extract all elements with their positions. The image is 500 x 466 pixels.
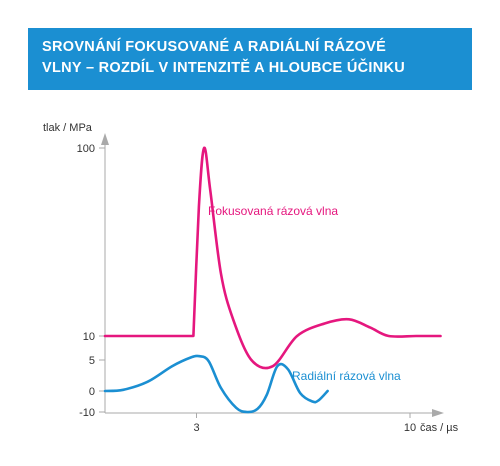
chart-title-line-2: VLNY – ROZDÍL V INTENZITĚ A HLOUBCE ÚČIN… [42,60,406,76]
y-axis-label: tlak / MPa [43,122,93,134]
series-line-radialni [103,354,329,414]
x-axis-arrow [432,409,444,417]
y-tick-label: 100 [77,143,95,155]
x-tick-label: 3 [193,422,199,434]
y-tick-label: -10 [79,407,95,419]
y-tick-label: 5 [89,355,95,367]
chart-title-banner: SROVNÁNÍ FOKUSOVANÉ A RADIÁLNÍ RÁZOVÉ VL… [28,28,472,90]
series-label-radialni: Radiální rázová vlna [292,369,401,383]
x-ticks: 3 10 [193,413,416,434]
x-axis-label: čas / µs [420,422,459,434]
y-axis-arrow [101,133,109,145]
y-tick-label: 0 [89,386,95,398]
series-line-fokusovana [103,146,442,370]
series-lines [103,146,442,414]
y-ticks: -10 0 5 10 100 [77,143,105,419]
series-label-fokusovana: Fokusovaná rázová vlna [208,204,338,218]
axes [101,133,444,417]
chart-title-line-1: SROVNÁNÍ FOKUSOVANÉ A RADIÁLNÍ RÁZOVÉ [42,39,387,55]
y-tick-label: 10 [83,331,95,343]
x-tick-label: 10 [404,422,416,434]
